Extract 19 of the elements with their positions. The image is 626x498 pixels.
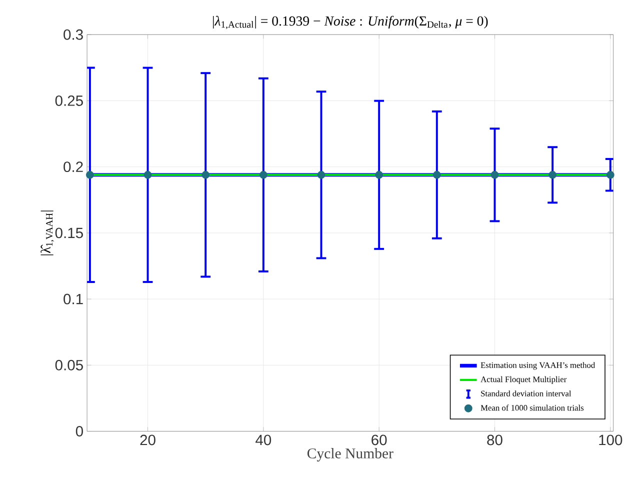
legend-label: Actual Floquet Multiplier	[480, 376, 567, 384]
y-tick-label: 0.25	[55, 96, 83, 106]
y-tick-label: 0.1	[64, 294, 83, 305]
x-tick-label: 40	[256, 434, 272, 446]
x-tick-label: 20	[140, 434, 156, 446]
x-tick-label: 80	[487, 434, 502, 446]
legend-label: Mean of 1000 simulation trials	[480, 404, 584, 411]
y-tick-label: 0	[76, 426, 83, 437]
x-tick-label: 60	[372, 434, 387, 446]
y-tick-label: 0.15	[55, 228, 83, 238]
legend-label: Estimation using VAAH’s method	[480, 362, 595, 370]
legend-label: Standard deviation interval	[481, 390, 572, 397]
y-tick-label: 0.3	[64, 30, 83, 40]
y-tick-label: 0.2	[64, 162, 83, 172]
x-tick-label: 100	[599, 434, 622, 446]
y-axis-title: |λ̂$_{1,VAAH}$|	[40, 210, 54, 256]
y-tick-label: 0.05	[55, 360, 83, 371]
x-axis-title: Cycle Number	[307, 448, 394, 462]
chart-title: |λ$_{1,Actual}$| = 0.1939 − Noise : Uniform(Σ$_{Delta}$, μ = 0)	[213, 16, 488, 30]
